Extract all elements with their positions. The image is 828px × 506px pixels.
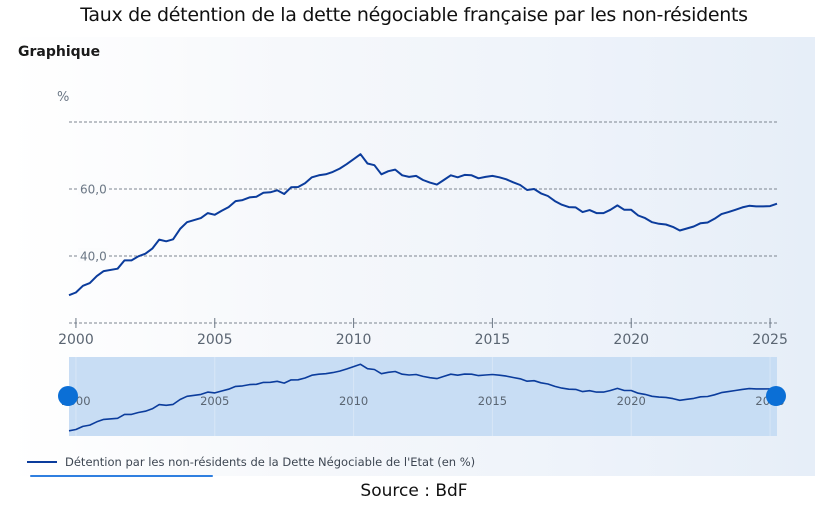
navigator-handle-right[interactable] bbox=[766, 386, 786, 406]
y-tick-label: 40,0 bbox=[80, 250, 107, 264]
x-tick-label: 2015 bbox=[475, 332, 511, 348]
legend-line-icon bbox=[27, 461, 57, 463]
x-tick-label: 2000 bbox=[58, 332, 94, 348]
y-tick-label: 60,0 bbox=[80, 183, 107, 197]
source-note: Source : BdF bbox=[360, 481, 468, 501]
series-group bbox=[68, 153, 778, 297]
x-tick-label: 2025 bbox=[752, 332, 788, 348]
series-line bbox=[68, 153, 778, 297]
x-tick-label: 2020 bbox=[613, 332, 649, 348]
y-axis-unit-label: % bbox=[57, 90, 70, 105]
navigator-tick-label: 2010 bbox=[339, 394, 368, 408]
navigator-tick-label: 2005 bbox=[200, 394, 229, 408]
legend-scrollbar[interactable] bbox=[30, 475, 213, 477]
y-tick-label-bg bbox=[78, 248, 108, 262]
legend-item[interactable]: Détention par les non-résidents de la De… bbox=[27, 455, 475, 469]
grid-lines bbox=[69, 121, 777, 257]
navigator-tick-label: 2020 bbox=[617, 394, 646, 408]
navigator-selection bbox=[69, 357, 777, 436]
y-tick-label-bg bbox=[78, 181, 108, 195]
x-tick-label: 2005 bbox=[197, 332, 233, 348]
panel-heading: Graphique bbox=[18, 44, 101, 60]
navigator-handle-left[interactable] bbox=[58, 386, 78, 406]
navigator-tick-label: 2015 bbox=[478, 394, 507, 408]
y-axis-labels: 40,0 60,0 bbox=[78, 181, 108, 264]
navigator-series-line bbox=[68, 363, 778, 432]
legend-label: Détention par les non-résidents de la De… bbox=[65, 455, 476, 469]
x-axis: 2000 2005 2010 2015 2020 2025 bbox=[58, 318, 788, 348]
page-title: Taux de détention de la dette négociable… bbox=[80, 4, 748, 26]
x-tick-label: 2010 bbox=[336, 332, 372, 348]
